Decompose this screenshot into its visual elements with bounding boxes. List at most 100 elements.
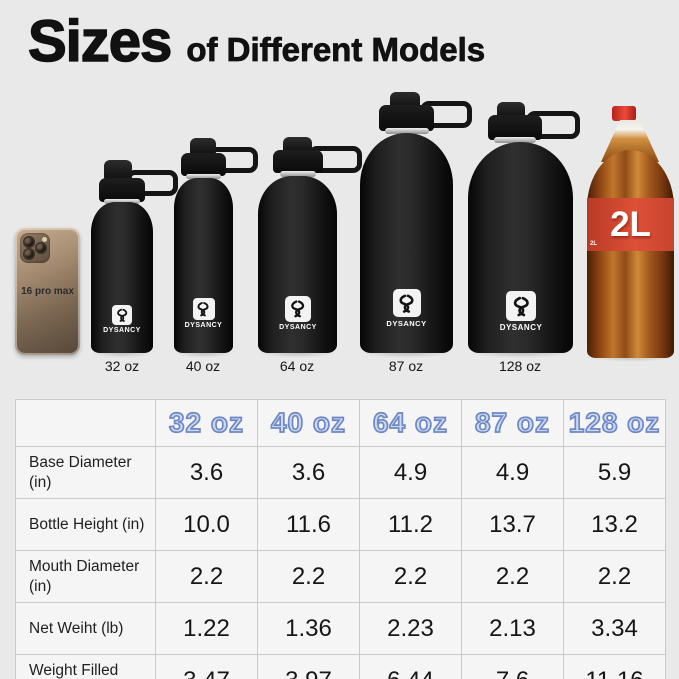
row-label: Base Diameter (in) [15,446,156,499]
brand-logo-icon [112,305,132,325]
camera-lens-icon [23,248,35,260]
cola-volume-small-label: 2L [590,241,598,247]
camera-lens-icon [35,242,47,254]
cell-value: 2.2 [495,562,530,590]
cell-value: 3.6 [291,458,326,486]
bottle-caption-32oz: 32 oz [104,358,140,374]
bottle-shadow [360,348,453,358]
cola-cap [612,106,636,121]
bottle-caption-64oz: 64 oz [279,358,315,374]
cap-base [488,115,542,140]
table-row: Base Diameter (in) 3.6 3.6 4.9 4.9 5.9 [15,446,666,499]
row-label: Mouth Diameter (in) [15,550,156,603]
cell-value: 1.22 [183,614,230,642]
brand-name: DYSANCY [184,322,223,329]
cap-base [273,150,323,173]
column-header-128oz: 128 oz [568,406,661,439]
camera-lens-icon [23,236,35,248]
table-row: Weight Filled with Water (lb) 3.47 3.97 … [15,654,666,679]
bottle-shadow [258,348,337,358]
column-header-40oz: 40 oz [270,406,347,439]
steel-neck-ring [494,137,536,143]
brand-name: DYSANCY [386,319,427,328]
page-title: Sizes of Different Models [27,9,486,74]
cap-spout [283,137,312,153]
phone-label: 16 pro max [21,286,74,297]
bottle-caption-40oz: 40 oz [185,358,221,374]
spec-table: 32 oz 40 oz 64 oz 87 oz 128 oz Base Diam… [15,399,666,679]
title-primary: Sizes [27,9,173,74]
cell-value: 2.2 [597,562,632,590]
cell-value: 4.9 [393,458,428,486]
bottle-shadow [174,348,233,358]
cola-volume-label: 2L [610,204,651,244]
cell-value: 2.23 [387,614,434,642]
cell-value: 4.9 [495,458,530,486]
bottle-body [258,176,337,353]
cap-spout [104,160,132,180]
brand-logo: DYSANCY [491,291,551,332]
table-row: Net Weiht (lb) 1.22 1.36 2.23 2.13 3.34 [15,602,666,655]
steel-neck-ring [280,171,316,177]
bottle-caption-128oz: 128 oz [498,358,542,374]
cell-value: 10.0 [183,510,230,538]
brand-logo: DYSANCY [379,289,434,328]
cell-value: 2.2 [189,562,224,590]
cell-value: 2.13 [489,614,536,642]
cell-value: 3.6 [189,458,224,486]
cell-value: 13.2 [591,510,638,538]
column-header-32oz: 32 oz [168,406,245,439]
row-label: Net Weiht (lb) [15,602,156,655]
steel-neck-ring [385,128,429,134]
cell-value: 5.9 [597,458,632,486]
cell-value: 7.6 [496,667,529,679]
bottle-caption-87oz: 87 oz [388,358,424,374]
cell-value: 6.44 [387,667,434,679]
cell-value: 3.47 [183,667,230,679]
column-header-87oz: 87 oz [474,406,551,439]
cell-value: 13.7 [489,510,536,538]
cell-value: 11.2 [388,510,433,538]
phone-scale-object: 16 pro max [15,228,80,355]
title-secondary: of Different Models [186,31,486,69]
brand-logo: DYSANCY [102,305,142,334]
bottle-body [91,202,153,353]
brand-name: DYSANCY [499,323,543,332]
row-label: Bottle Height (in) [15,498,156,551]
cell-value: 11.16 [585,667,643,679]
row-label: Weight Filled with Water (lb) [15,654,156,679]
cap-spout [497,102,525,118]
cola-body [587,150,674,358]
phone-camera-module [20,233,50,263]
brand-logo: DYSANCY [273,296,323,331]
cell-value: 3.97 [285,667,332,679]
cell-value: 3.34 [591,614,638,642]
bottle-body [174,178,233,353]
camera-flash-icon [42,237,47,242]
brand-logo-icon [192,298,215,320]
cap-base [99,178,145,202]
brand-logo: DYSANCY [182,298,225,329]
cap-base [181,153,226,176]
table-row: Bottle Height (in) 10.0 11.6 11.2 13.7 1… [15,498,666,551]
brand-logo-icon [392,289,421,317]
brand-name: DYSANCY [103,327,141,334]
cap-spout [190,138,216,155]
cell-value: 11.6 [286,510,331,538]
cell-value: 2.2 [393,562,428,590]
cell-value: 2.2 [291,562,326,590]
table-header-row: 32 oz 40 oz 64 oz 87 oz 128 oz [15,399,666,447]
cell-value: 1.36 [285,614,332,642]
column-header-64oz: 64 oz [372,406,449,439]
steel-neck-ring [186,174,221,179]
brand-logo-icon [506,291,536,321]
bottle-shadow [468,348,573,358]
bottle-shadow [91,348,153,358]
table-corner-cell [15,399,156,447]
cola-label-band: 2L 2L [587,198,674,251]
table-row: Mouth Diameter (in) 2.2 2.2 2.2 2.2 2.2 [15,550,666,603]
cap-spout [390,92,420,108]
brand-logo-icon [285,296,311,322]
cap-base [379,105,434,131]
